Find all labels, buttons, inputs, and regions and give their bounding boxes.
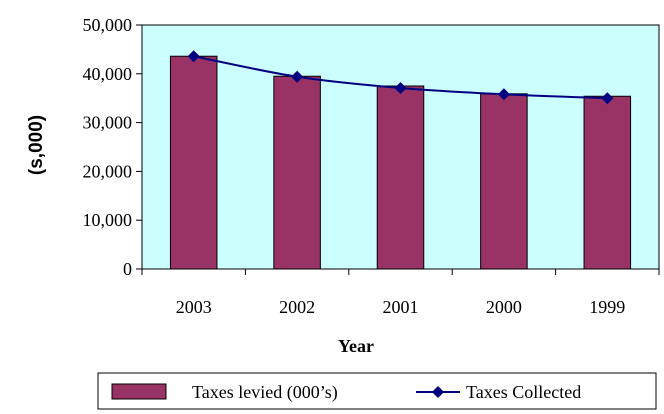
legend: Taxes levied (000’s) Taxes Collected <box>97 372 657 410</box>
bar <box>583 95 632 270</box>
y-tick-label: 0 <box>123 259 132 279</box>
y-axis: 0 10,000 20,000 30,000 40,000 50,000 <box>83 15 142 279</box>
line-marker <box>497 88 510 101</box>
line-marker <box>291 70 304 83</box>
x-tick-label: 2001 <box>383 297 419 317</box>
legend-box <box>97 372 657 410</box>
legend-label-line: Taxes Collected <box>466 382 581 402</box>
line-marker <box>601 92 614 105</box>
y-tick-label: 40,000 <box>83 64 133 84</box>
y-axis-title: (s,000) <box>26 115 47 175</box>
bar <box>273 75 321 270</box>
line-marker <box>187 50 200 63</box>
x-tick-label: 2002 <box>279 297 315 317</box>
legend-swatch-bar <box>111 383 167 400</box>
y-tick-label: 30,000 <box>83 113 133 133</box>
x-tick-label: 2003 <box>176 297 212 317</box>
y-tick-label: 20,000 <box>83 161 133 181</box>
y-tick-label: 10,000 <box>83 210 133 230</box>
bar <box>376 85 425 270</box>
x-axis: 2003 2002 2001 2000 1999 <box>141 269 660 317</box>
line-series-group <box>187 50 614 105</box>
x-tick-label: 2000 <box>486 297 522 317</box>
bar <box>480 93 528 270</box>
x-tick-label: 1999 <box>589 297 625 317</box>
x-axis-title: Year <box>338 336 374 356</box>
legend-swatch-marker <box>432 386 444 398</box>
y-tick-label: 50,000 <box>83 15 133 35</box>
legend-label-bar: Taxes levied (000’s) <box>192 382 338 403</box>
bars-group <box>169 55 632 270</box>
line-marker <box>394 81 407 94</box>
bar <box>169 55 218 270</box>
